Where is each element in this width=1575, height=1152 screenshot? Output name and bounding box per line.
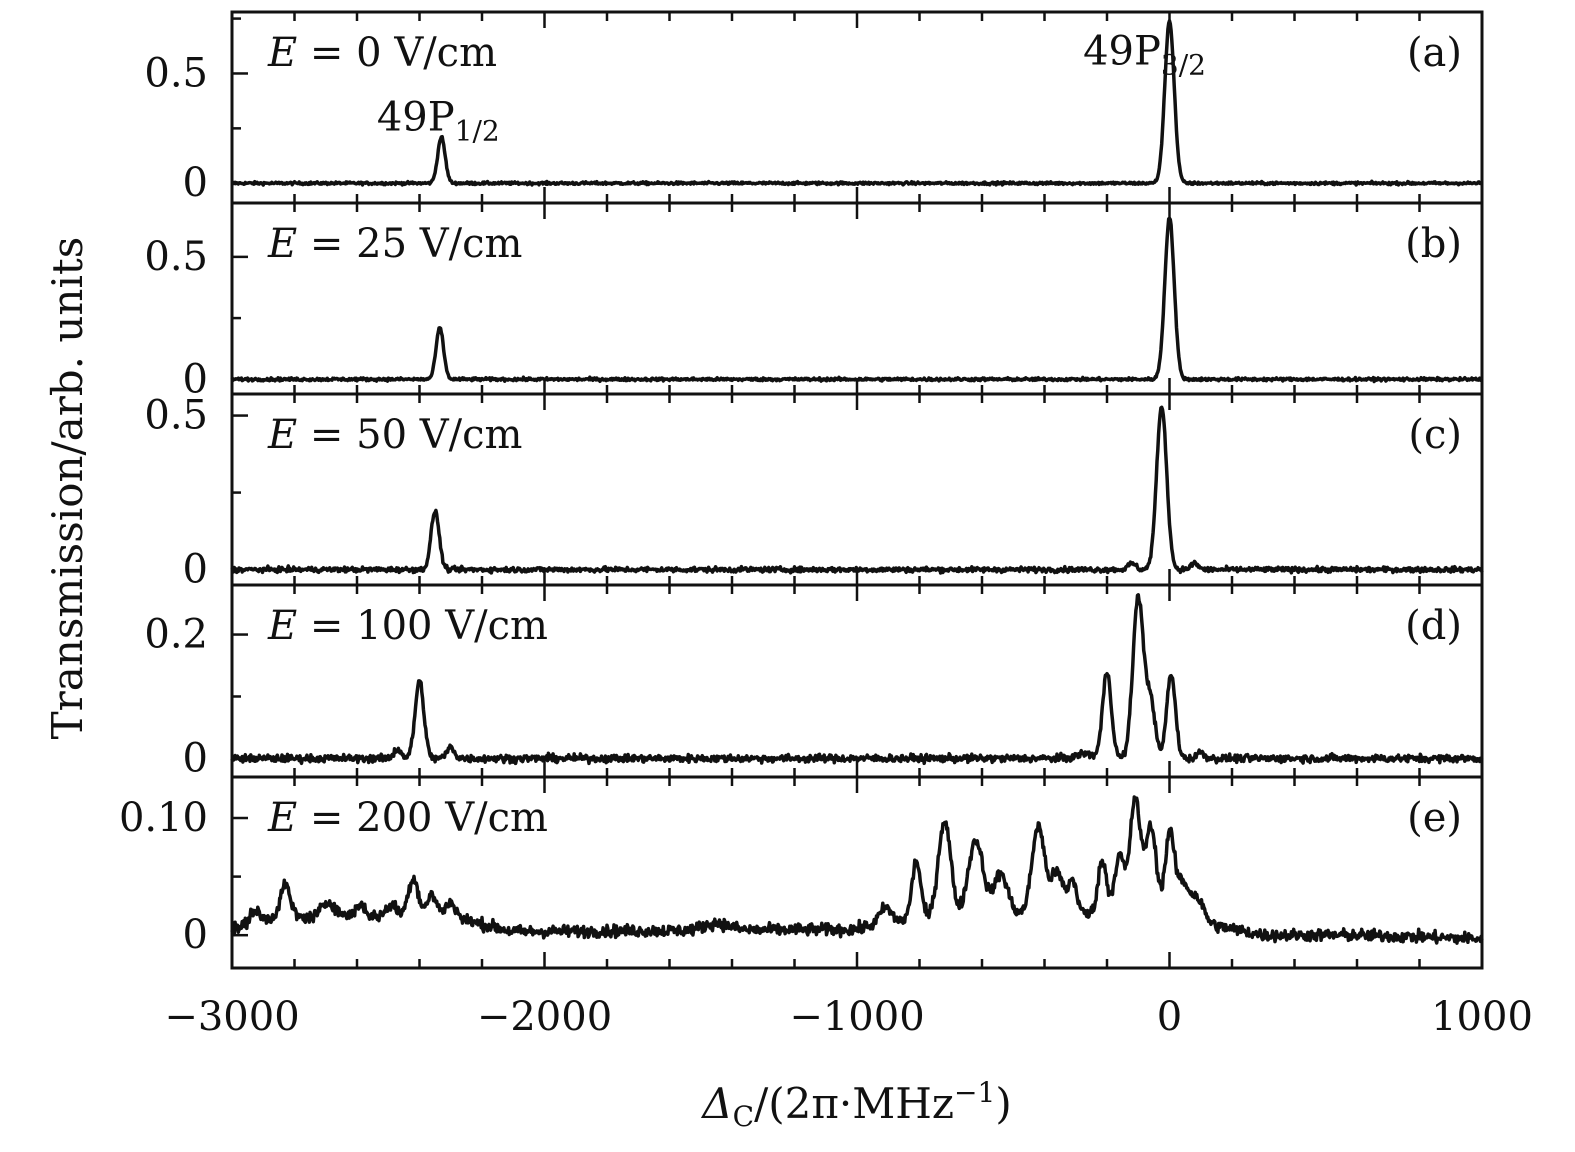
y-tick-label: 0 [183, 547, 208, 593]
y-tick-label: 0 [183, 912, 208, 958]
field-label-var: E [267, 221, 297, 267]
panel-c: 0 0.5 E = 50 V/cm (c) [144, 392, 1484, 593]
peak-label: 49P3/2 [1083, 29, 1206, 82]
field-label-var: E [267, 412, 297, 458]
field-label-value: = 25 V/cm [297, 221, 522, 267]
x-axis-title-rest: /(2π·MHz [754, 1079, 954, 1128]
field-label-value: = 100 V/cm [297, 603, 548, 649]
y-tick-label: 0.10 [119, 795, 208, 841]
x-tick-label: −2000 [477, 994, 612, 1040]
peak-label: 49P1/2 [377, 94, 500, 147]
x-tick-label: −1000 [789, 994, 924, 1040]
series-line [230, 216, 1484, 384]
series-line [230, 795, 1484, 945]
x-axis-title-sup: −1 [954, 1076, 995, 1109]
x-tick-label: 0 [1157, 994, 1182, 1040]
y-tick-label: 0 [183, 160, 208, 206]
panel-b: 0 0.5 E = 25 V/cm (b) [144, 201, 1484, 402]
series-line [231, 19, 1484, 187]
field-label: E = 0 V/cm [267, 30, 497, 76]
y-tick-label: 0.2 [144, 612, 208, 658]
panel-tag: (a) [1407, 30, 1462, 76]
panel-a: 0 0.5 E = 0 V/cm (a) 49P1/2 49P3/2 [144, 10, 1484, 206]
panel-tag: (d) [1405, 603, 1462, 649]
series-line [230, 405, 1484, 575]
panel-e: 0 0.10 E = 200 V/cm (e) [119, 775, 1484, 970]
y-tick-label: 0 [183, 735, 208, 781]
x-axis-title-close: ) [995, 1079, 1011, 1128]
field-label: E = 200 V/cm [267, 795, 548, 841]
y-tick-label: 0.5 [144, 234, 208, 280]
x-axis: −3000 −2000 −1000 0 1000 [164, 994, 1533, 1040]
y-axis-title: Transmission/arb. units [43, 237, 92, 740]
x-axis-title-delta: Δ [700, 1079, 732, 1128]
x-tick-label: −3000 [164, 994, 299, 1040]
panel-tag: (c) [1408, 412, 1462, 458]
y-tick-label: 0.5 [144, 50, 208, 96]
field-label: E = 50 V/cm [267, 412, 522, 458]
field-label-var: E [267, 603, 297, 649]
field-label-var: E [267, 30, 297, 76]
field-label-value: = 0 V/cm [297, 30, 497, 76]
y-tick-label: 0.5 [144, 393, 208, 439]
field-label-value: = 50 V/cm [297, 412, 522, 458]
y-tick-label: 0 [183, 356, 208, 402]
field-label-var: E [267, 795, 297, 841]
series-line [230, 593, 1484, 766]
panel-tag: (b) [1405, 221, 1462, 267]
panel-tag: (e) [1407, 795, 1462, 841]
x-axis-title-sub: C [733, 1100, 754, 1133]
field-label: E = 25 V/cm [267, 221, 522, 267]
field-label-value: = 200 V/cm [297, 795, 548, 841]
panel-d: 0 0.2 E = 100 V/cm (d) [144, 583, 1484, 781]
field-label: E = 100 V/cm [267, 603, 548, 649]
x-tick-label: 1000 [1431, 994, 1533, 1040]
x-axis-title: ΔC/(2π·MHz−1) [700, 1076, 1011, 1133]
